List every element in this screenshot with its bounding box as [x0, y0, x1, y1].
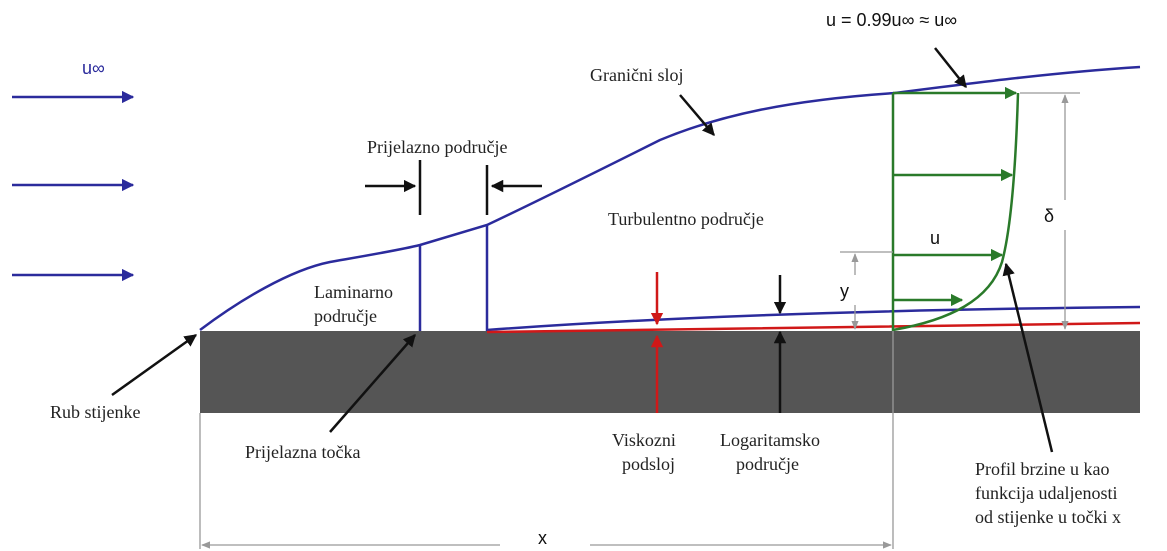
dimensions — [199, 92, 1080, 549]
label-x: x — [538, 528, 547, 548]
wall — [200, 331, 1140, 413]
label-edge-velocity: u = 0.99u∞ ≈ u∞ — [826, 10, 957, 30]
label-turbulent-region: Turbulentno područje — [608, 209, 764, 229]
label-delta: δ — [1044, 206, 1054, 226]
label-u: u — [930, 228, 940, 248]
viscous-sublayer-edge — [486, 321, 1141, 334]
label-u-inf: u∞ — [82, 58, 105, 78]
label-laminar-region: Laminarno područje — [314, 282, 393, 326]
boundary-layer-edge — [199, 65, 1141, 332]
label-boundary-layer: Granični sloj — [590, 65, 683, 85]
label-log-region: Logaritamsko područje — [720, 430, 820, 474]
log-layer-edge — [486, 305, 1141, 332]
label-leading-edge: Rub stijenke — [50, 402, 141, 422]
label-y: y — [840, 281, 849, 301]
label-transition-point: Prijelazna točka — [245, 442, 360, 462]
velocity-profile — [891, 86, 1020, 332]
free-stream-arrows — [12, 90, 135, 282]
label-transition-region: Prijelazno područje — [367, 137, 507, 157]
pointer-arrows — [111, 47, 1054, 453]
label-viscous-sublayer: Viskozni podsloj — [612, 430, 676, 474]
label-profile: Profil brzine u kao funkcija udaljenosti o… — [975, 459, 1121, 527]
